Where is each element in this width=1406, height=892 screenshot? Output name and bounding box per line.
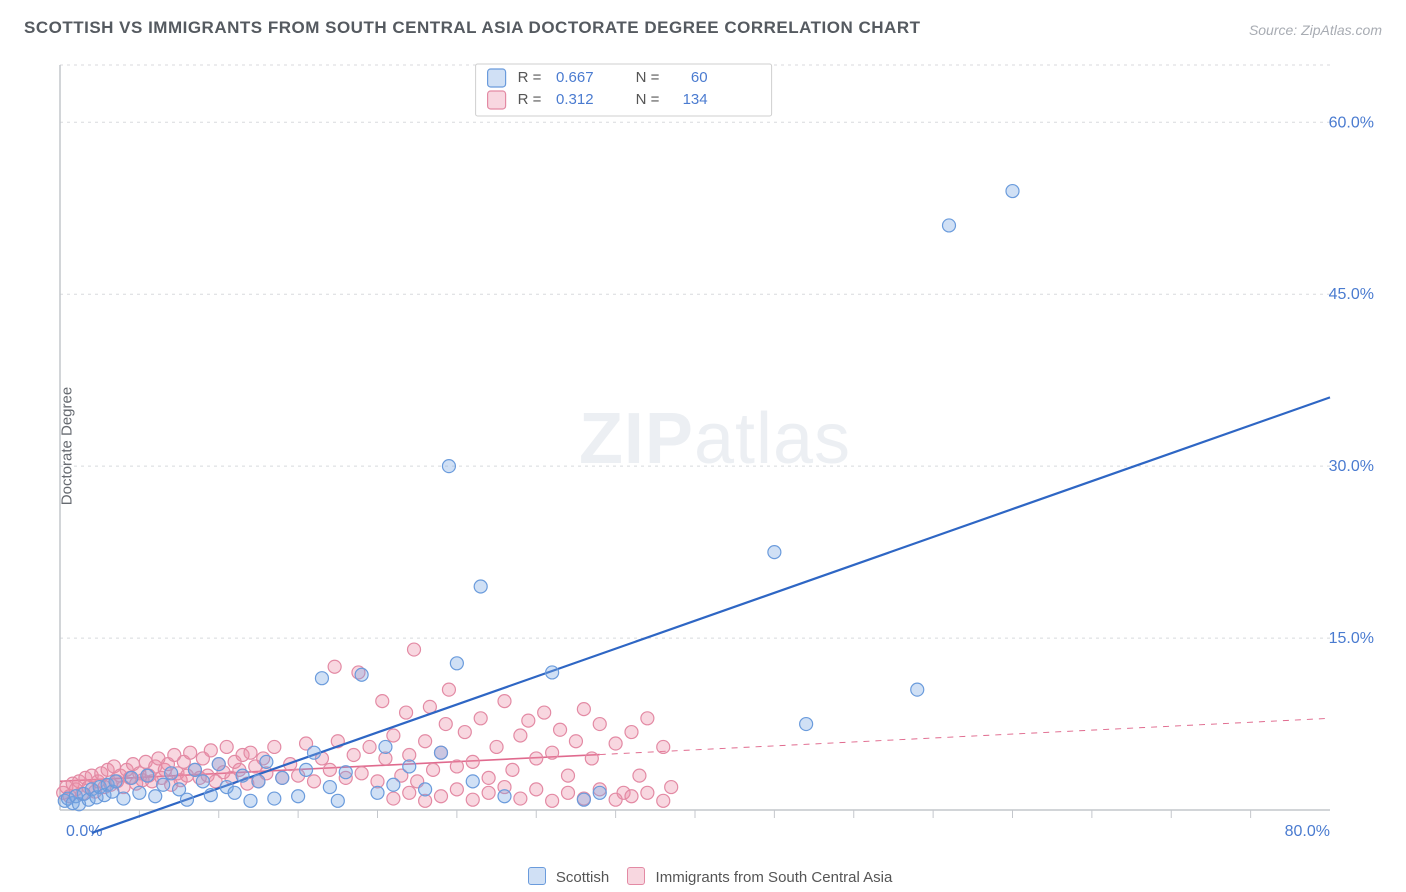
svg-text:45.0%: 45.0%	[1329, 286, 1374, 303]
source-label: Source: ZipAtlas.com	[1249, 22, 1382, 38]
svg-text:R =: R =	[518, 91, 542, 108]
bottom-legend: Scottish Immigrants from South Central A…	[0, 867, 1406, 886]
svg-text:80.0%: 80.0%	[1285, 823, 1330, 840]
legend-swatch-scottish	[528, 867, 546, 885]
svg-text:N =: N =	[636, 91, 660, 108]
legend-swatch-immigrants	[627, 867, 645, 885]
legend-label-immigrants: Immigrants from South Central Asia	[656, 869, 893, 886]
svg-text:60.0%: 60.0%	[1329, 114, 1374, 131]
svg-text:30.0%: 30.0%	[1329, 458, 1374, 475]
chart-title: SCOTTISH VS IMMIGRANTS FROM SOUTH CENTRA…	[24, 18, 921, 38]
svg-text:0.312: 0.312	[556, 91, 594, 108]
scatter-plot: 15.0%30.0%45.0%60.0%0.0%80.0%R =0.667N =…	[50, 60, 1380, 850]
svg-text:N =: N =	[636, 69, 660, 86]
svg-text:0.667: 0.667	[556, 69, 594, 86]
chart-area: 15.0%30.0%45.0%60.0%0.0%80.0%R =0.667N =…	[50, 60, 1380, 850]
svg-text:134: 134	[683, 91, 708, 108]
svg-text:15.0%: 15.0%	[1329, 630, 1374, 647]
legend-label-scottish: Scottish	[556, 869, 609, 886]
svg-text:R =: R =	[518, 69, 542, 86]
svg-text:60: 60	[691, 69, 708, 86]
